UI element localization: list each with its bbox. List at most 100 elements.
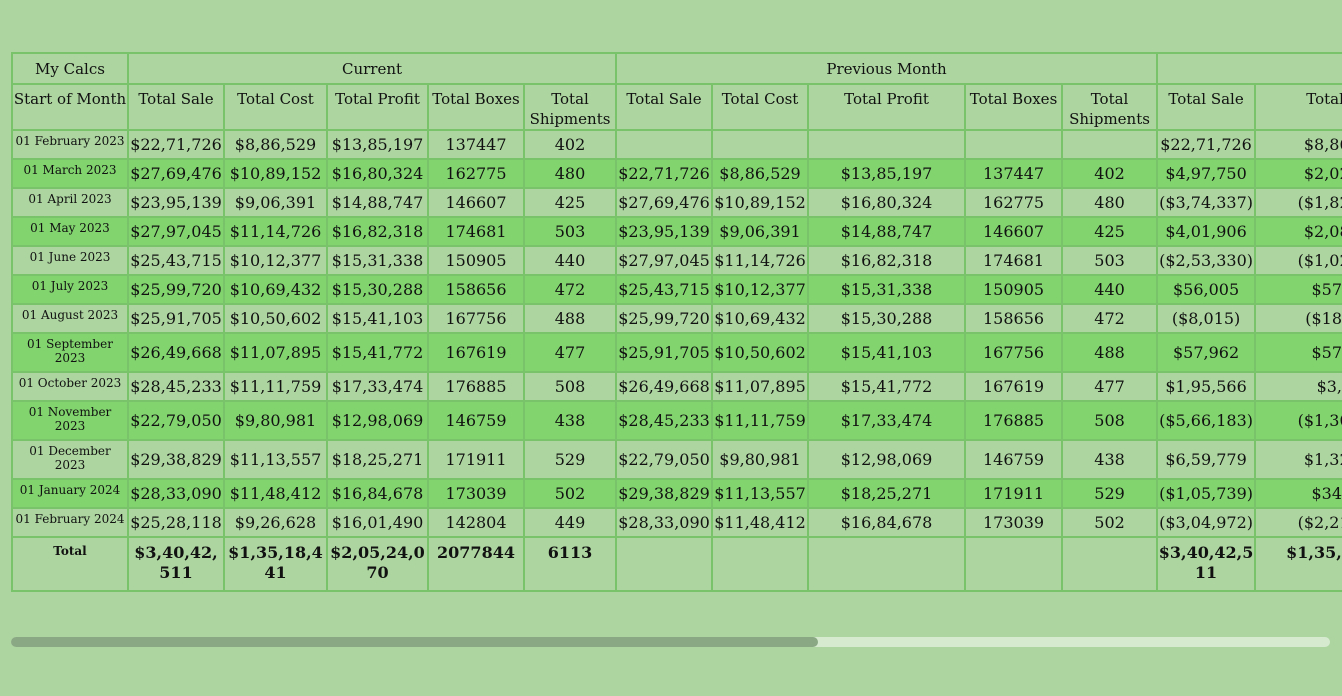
difference-cost-cell: $57,293 — [1254, 332, 1342, 373]
previous-profit-cell — [807, 129, 967, 160]
difference-sale-cell: ($3,74,337) — [1156, 187, 1257, 218]
previous-shipments-cell: 438 — [1061, 439, 1159, 480]
previous-shipments-cell: 472 — [1061, 303, 1159, 334]
current-sale-cell: $25,43,715 — [127, 245, 225, 276]
current-shipments-cell: 425 — [522, 187, 618, 218]
total-label-cell: Total — [11, 536, 129, 592]
row-date-cell: 01 May 2023 — [11, 216, 129, 247]
column-header-start-of-month: Start of Month — [11, 83, 129, 131]
horizontal-scrollbar-thumb[interactable] — [11, 637, 818, 647]
difference-sale-cell: ($3,04,972) — [1156, 507, 1257, 538]
current-sale-cell: $25,99,720 — [127, 274, 225, 305]
previous-cost-cell: $10,89,152 — [711, 187, 810, 218]
difference-sale-cell: $22,71,726 — [1156, 129, 1257, 160]
current-profit-cell: $15,41,772 — [326, 332, 429, 373]
current-boxes-cell: 171911 — [427, 439, 525, 480]
total-previous-cost-cell — [711, 536, 810, 592]
table-row: 01 March 2023 $27,69,476 $10,89,152 $16,80,… — [11, 158, 1342, 189]
difference-sale-cell: ($8,015) — [1156, 303, 1257, 334]
previous-sale-cell: $22,71,726 — [615, 158, 714, 189]
column-header-previous-total-shipments: Total Shipments — [1061, 83, 1159, 131]
previous-boxes-cell: 137447 — [964, 158, 1064, 189]
total-current-sale-cell: $3,40,42,511 — [127, 536, 225, 592]
current-shipments-cell: 508 — [522, 371, 618, 402]
previous-sale-cell: $28,45,233 — [615, 400, 714, 441]
column-header-row: Start of Month Total Sale Total Cost Tot… — [11, 83, 1342, 131]
current-profit-cell: $15,31,338 — [326, 245, 429, 276]
group-header-difference — [1156, 52, 1342, 85]
current-cost-cell: $9,80,981 — [223, 400, 328, 441]
current-boxes-cell: 167756 — [427, 303, 525, 334]
current-sale-cell: $25,28,118 — [127, 507, 225, 538]
total-previous-profit-cell — [807, 536, 967, 592]
difference-sale-cell: ($5,66,183) — [1156, 400, 1257, 441]
total-difference-cost-cell: $1,35,18,441 — [1254, 536, 1342, 592]
previous-cost-cell: $11,14,726 — [711, 245, 810, 276]
current-boxes-cell: 146607 — [427, 187, 525, 218]
current-boxes-cell: 173039 — [427, 478, 525, 509]
current-cost-cell: $11,48,412 — [223, 478, 328, 509]
current-boxes-cell: 176885 — [427, 371, 525, 402]
current-profit-cell: $16,80,324 — [326, 158, 429, 189]
difference-cost-cell: $2,08,335 — [1254, 216, 1342, 247]
current-sale-cell: $27,69,476 — [127, 158, 225, 189]
current-shipments-cell: 440 — [522, 245, 618, 276]
previous-sale-cell: $25,91,705 — [615, 332, 714, 373]
difference-sale-cell: $56,005 — [1156, 274, 1257, 305]
current-shipments-cell: 503 — [522, 216, 618, 247]
previous-shipments-cell: 480 — [1061, 187, 1159, 218]
total-row: Total $3,40,42,511 $1,35,18,441 $2,05,24,07… — [11, 536, 1342, 592]
row-date-cell: 01 July 2023 — [11, 274, 129, 305]
column-header-current-total-shipments: Total Shipments — [522, 83, 618, 131]
previous-sale-cell: $25,43,715 — [615, 274, 714, 305]
current-shipments-cell: 502 — [522, 478, 618, 509]
previous-boxes-cell: 171911 — [964, 478, 1064, 509]
total-previous-sale-cell — [615, 536, 714, 592]
difference-cost-cell: $34,855 — [1254, 478, 1342, 509]
previous-cost-cell: $8,86,529 — [711, 158, 810, 189]
previous-shipments-cell: 503 — [1061, 245, 1159, 276]
previous-boxes-cell: 150905 — [964, 274, 1064, 305]
previous-sale-cell — [615, 129, 714, 160]
current-profit-cell: $16,84,678 — [326, 478, 429, 509]
previous-shipments-cell: 402 — [1061, 158, 1159, 189]
previous-shipments-cell: 425 — [1061, 216, 1159, 247]
difference-sale-cell: $4,01,906 — [1156, 216, 1257, 247]
current-profit-cell: $14,88,747 — [326, 187, 429, 218]
previous-sale-cell: $29,38,829 — [615, 478, 714, 509]
current-shipments-cell: 480 — [522, 158, 618, 189]
current-profit-cell: $16,01,490 — [326, 507, 429, 538]
previous-profit-cell: $15,41,103 — [807, 332, 967, 373]
current-cost-cell: $11,14,726 — [223, 216, 328, 247]
column-header-difference-total-cost: Total Cost — [1254, 83, 1342, 131]
previous-boxes-cell: 176885 — [964, 400, 1064, 441]
previous-profit-cell: $15,41,772 — [807, 371, 967, 402]
difference-cost-cell: ($1,30,778) — [1254, 400, 1342, 441]
horizontal-scrollbar[interactable] — [11, 637, 1330, 647]
previous-shipments-cell: 529 — [1061, 478, 1159, 509]
previous-sale-cell: $22,79,050 — [615, 439, 714, 480]
previous-cost-cell: $11,11,759 — [711, 400, 810, 441]
previous-sale-cell: $28,33,090 — [615, 507, 714, 538]
total-current-cost-cell: $1,35,18,441 — [223, 536, 328, 592]
difference-sale-cell: $4,97,750 — [1156, 158, 1257, 189]
table-body: 01 February 2023 $22,71,726 $8,86,529 $13,8… — [11, 129, 1342, 592]
previous-boxes-cell: 146607 — [964, 216, 1064, 247]
previous-profit-cell: $16,80,324 — [807, 187, 967, 218]
previous-profit-cell: $15,30,288 — [807, 303, 967, 334]
row-date-cell: 01 February 2023 — [11, 129, 129, 160]
difference-cost-cell: ($1,82,761) — [1254, 187, 1342, 218]
difference-cost-cell: $57,055 — [1254, 274, 1342, 305]
difference-cost-cell: ($2,21,784) — [1254, 507, 1342, 538]
table-row: 01 July 2023 $25,99,720 $10,69,432 $15,30,2… — [11, 274, 1342, 305]
row-date-cell: 01 March 2023 — [11, 158, 129, 189]
current-sale-cell: $29,38,829 — [127, 439, 225, 480]
row-date-cell: 01 November 2023 — [11, 400, 129, 441]
table-row: 01 February 2023 $22,71,726 $8,86,529 $13,8… — [11, 129, 1342, 160]
calcs-table: My Calcs Current Previous Month Start of… — [11, 52, 1342, 592]
previous-cost-cell: $10,12,377 — [711, 274, 810, 305]
current-sale-cell: $23,95,139 — [127, 187, 225, 218]
current-sale-cell: $22,79,050 — [127, 400, 225, 441]
difference-cost-cell: $2,02,623 — [1254, 158, 1342, 189]
current-shipments-cell: 529 — [522, 439, 618, 480]
